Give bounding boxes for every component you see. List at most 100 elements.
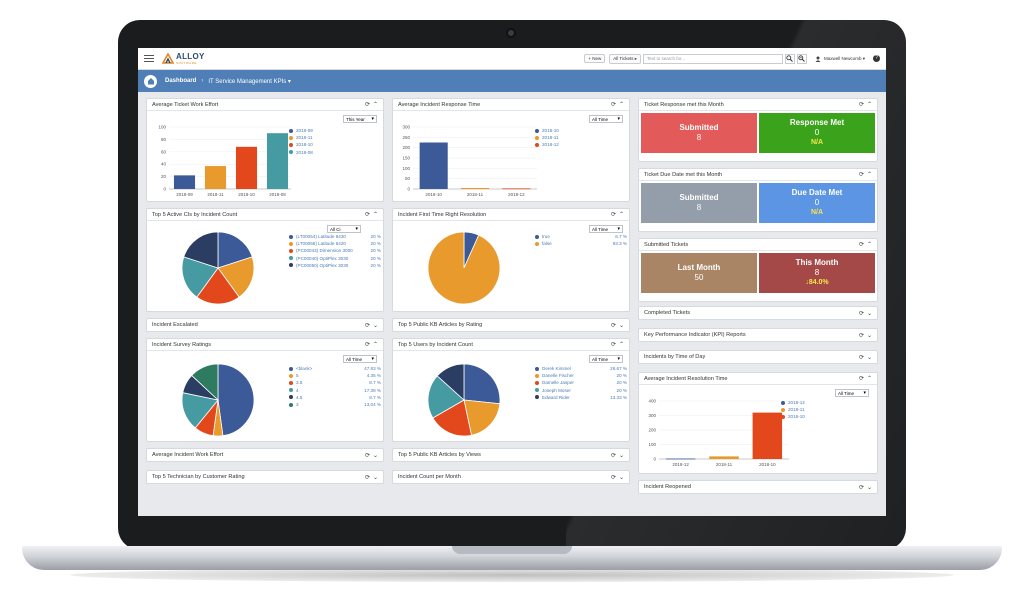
legend-item[interactable]: Joseph Moser 20 % [535, 387, 627, 394]
expand-icon[interactable]: ⌄ [618, 474, 624, 481]
legend-item[interactable]: 2018-11 [535, 134, 559, 141]
legend-item[interactable]: 2018-10 [289, 141, 313, 148]
refresh-icon[interactable]: ⟳ [364, 474, 370, 481]
time-filter-dropdown[interactable]: All Time [589, 225, 623, 233]
legend-item[interactable]: 2018-10 [781, 413, 805, 420]
menu-icon[interactable] [144, 54, 154, 63]
collapse-icon[interactable]: ⌃ [866, 172, 872, 178]
dashboard-view-dropdown[interactable]: IT Service Management KPIs ▾ [208, 78, 291, 85]
refresh-icon[interactable]: ⟳ [858, 354, 864, 361]
legend-item[interactable]: 4.5 8.7 % [289, 394, 381, 401]
expand-icon[interactable]: ⌄ [866, 310, 872, 317]
collapse-icon[interactable]: ⌃ [866, 242, 872, 248]
refresh-icon[interactable]: ⟳ [858, 310, 864, 317]
refresh-icon[interactable]: ⟳ [610, 212, 616, 218]
kpi-submitted[interactable]: Submitted 8 [641, 113, 757, 153]
refresh-icon[interactable]: ⟳ [858, 332, 864, 339]
legend-item[interactable]: (PC00050) OptiPlex 3030 20 % [289, 262, 381, 269]
refresh-icon[interactable]: ⟳ [610, 342, 616, 348]
refresh-icon[interactable]: ⟳ [364, 102, 370, 108]
time-filter-dropdown[interactable]: All Time [589, 355, 623, 363]
alloy-logo[interactable]: ALLOY SOFTWARE [162, 52, 205, 65]
y-tick-label: 0 [163, 187, 166, 192]
refresh-icon[interactable]: ⟳ [364, 452, 370, 459]
collapse-icon[interactable]: ⌃ [372, 102, 378, 108]
expand-icon[interactable]: ⌄ [372, 452, 378, 459]
time-filter-dropdown[interactable]: All Time [343, 355, 377, 363]
kpi-submitted[interactable]: Submitted 8 [641, 183, 757, 223]
refresh-icon[interactable]: ⟳ [858, 242, 864, 248]
legend-item[interactable]: false 93.3 % [535, 240, 627, 247]
refresh-icon[interactable]: ⟳ [364, 212, 370, 218]
legend-item[interactable]: 2018-11 [289, 134, 313, 141]
y-tick-label: 100 [402, 166, 410, 171]
refresh-icon[interactable]: ⟳ [858, 102, 864, 108]
legend-item[interactable]: (LT00068) Latitude 6420 20 % [289, 240, 381, 247]
legend-item[interactable]: <blank> 47.83 % [289, 365, 381, 372]
legend-item[interactable]: 3 13.04 % [289, 401, 381, 408]
legend-item[interactable]: Danelle Fischer 20 % [535, 372, 627, 379]
legend-item[interactable]: 3.5 8.7 % [289, 379, 381, 386]
legend-item[interactable]: (PC00043) Dimension 3000 20 % [289, 247, 381, 254]
search-icon[interactable] [784, 53, 795, 64]
scope-dropdown[interactable]: All Tickets ▸ [609, 53, 641, 64]
kpi-label: This Month [795, 258, 839, 267]
expand-icon[interactable]: ⌄ [618, 322, 624, 329]
kpi-subvalue: ↓84.0% [805, 279, 829, 286]
legend-item[interactable]: 2018-12 [535, 141, 559, 148]
widget-title: Key Performance Indicator (KPI) Reports [644, 332, 746, 338]
expand-icon[interactable]: ⌄ [866, 332, 872, 339]
expand-icon[interactable]: ⌄ [372, 474, 378, 481]
advanced-search-icon[interactable] [796, 53, 807, 64]
refresh-icon[interactable]: ⟳ [858, 484, 864, 491]
refresh-icon[interactable]: ⟳ [610, 452, 616, 459]
legend-item[interactable]: Edward Rider 13.33 % [535, 394, 627, 401]
search-input[interactable]: Text to search for... [642, 53, 783, 64]
expand-icon[interactable]: ⌄ [866, 484, 872, 491]
expand-icon[interactable]: ⌄ [866, 354, 872, 361]
refresh-icon[interactable]: ⟳ [858, 172, 864, 178]
collapse-icon[interactable]: ⌃ [866, 376, 872, 382]
legend-item[interactable]: 2018-09 [289, 127, 313, 134]
legend-item[interactable]: 2018-11 [781, 406, 805, 413]
refresh-icon[interactable]: ⟳ [364, 322, 370, 329]
kpi-label: Submitted [679, 193, 719, 202]
kpi-response-met[interactable]: Response Met 0 N/A [759, 113, 875, 153]
legend-item[interactable]: 2018-12 [781, 399, 805, 406]
legend-item[interactable]: Derek Kimmel 26.67 % [535, 365, 627, 372]
time-filter-dropdown[interactable]: This Year [343, 115, 377, 123]
collapse-icon[interactable]: ⌃ [618, 342, 624, 348]
legend-label: 2018-12 [542, 142, 559, 148]
legend-item[interactable]: (LT00054) Latitude 6430 20 % [289, 233, 381, 240]
legend-item[interactable]: 2018-08 [289, 149, 313, 156]
refresh-icon[interactable]: ⟳ [858, 376, 864, 382]
collapse-icon[interactable]: ⌃ [618, 212, 624, 218]
refresh-icon[interactable]: ⟳ [610, 322, 616, 329]
legend-item[interactable]: (PC00040) OptiPlex 3030 20 % [289, 255, 381, 262]
home-icon[interactable] [144, 74, 157, 88]
ci-filter-dropdown[interactable]: All Ci [327, 225, 361, 233]
breadcrumb-dashboard[interactable]: Dashboard [165, 78, 197, 84]
collapse-icon[interactable]: ⌃ [866, 102, 872, 108]
help-icon[interactable]: ? [873, 55, 880, 62]
kpi-due-date-met[interactable]: Due Date Met 0 N/A [759, 183, 875, 223]
refresh-icon[interactable]: ⟳ [610, 102, 616, 108]
new-button[interactable]: + New [584, 54, 606, 63]
refresh-icon[interactable]: ⟳ [364, 342, 370, 348]
user-menu[interactable]: Maxwell Newcomb ▾ [815, 56, 865, 62]
collapse-icon[interactable]: ⌃ [372, 212, 378, 218]
kpi-last-month[interactable]: Last Month 50 [641, 253, 757, 293]
legend-item[interactable]: 5 4.35 % [289, 372, 381, 379]
collapse-icon[interactable]: ⌃ [372, 342, 378, 348]
legend-item[interactable]: true 6.7 % [535, 233, 627, 240]
time-filter-dropdown[interactable]: All Time [835, 389, 869, 397]
legend-item[interactable]: 2018-10 [535, 127, 559, 134]
kpi-this-month[interactable]: This Month 8 ↓84.0% [759, 253, 875, 293]
expand-icon[interactable]: ⌄ [372, 322, 378, 329]
time-filter-dropdown[interactable]: All Time [589, 115, 623, 123]
legend-item[interactable]: 4 17.39 % [289, 387, 381, 394]
collapse-icon[interactable]: ⌃ [618, 102, 624, 108]
refresh-icon[interactable]: ⟳ [610, 474, 616, 481]
expand-icon[interactable]: ⌄ [618, 452, 624, 459]
legend-item[interactable]: Damelle Jasper 20 % [535, 379, 627, 386]
